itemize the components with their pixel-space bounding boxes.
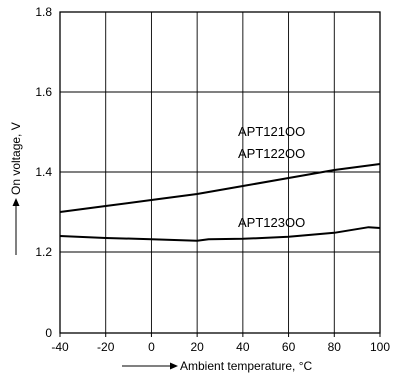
x-tick-label: 0 (148, 340, 155, 354)
grid-lines (60, 12, 380, 333)
plot-frame (59, 11, 381, 334)
x-tick-labels: -40 -20 0 20 40 60 80 100 (51, 333, 390, 354)
series-label: APT123OO (238, 215, 305, 230)
y-axis-arrow-head (12, 198, 20, 206)
series-labels: APT121OO APT122OO APT123OO (238, 124, 305, 230)
x-tick-label: -40 (51, 340, 69, 354)
x-tick-label: 40 (236, 340, 250, 354)
y-tick-label: 1.2 (35, 245, 52, 259)
x-tick-label: -20 (97, 340, 115, 354)
x-tick-label: 60 (282, 340, 296, 354)
x-tick-label: 20 (190, 340, 204, 354)
x-axis-arrow-head (170, 362, 178, 370)
y-tick-label: 1.4 (35, 165, 52, 179)
x-tick-label: 80 (328, 340, 342, 354)
x-axis-title: Ambient temperature, °C (180, 359, 313, 373)
y-tick-label: 1.6 (35, 85, 52, 99)
x-tick-label: 100 (370, 340, 390, 354)
y-tick-label: 1.8 (35, 5, 52, 19)
y-axis-title: On voltage, V (9, 122, 23, 195)
y-tick-labels: 0 1.2 1.4 1.6 1.8 (35, 5, 52, 340)
series-line-1 (59, 163, 381, 213)
y-axis-title-group: On voltage, V (9, 122, 23, 255)
x-axis-title-group: Ambient temperature, °C (122, 359, 313, 373)
series-label: APT121OO (238, 124, 305, 139)
series-lines (59, 163, 381, 242)
y-tick-label: 0 (45, 326, 52, 340)
series-label: APT122OO (238, 146, 305, 161)
series-line-2 (59, 226, 381, 242)
